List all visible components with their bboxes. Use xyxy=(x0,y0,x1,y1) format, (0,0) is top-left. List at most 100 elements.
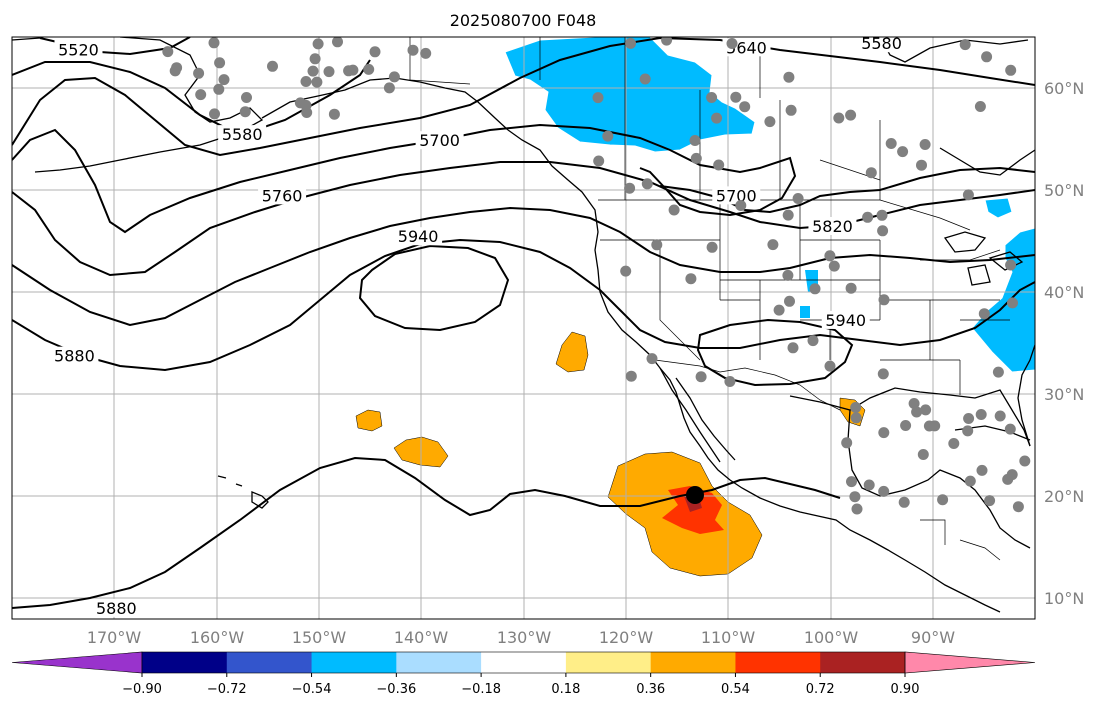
lon-label-170w: 170°W xyxy=(87,628,142,647)
colorbar-tick-label: −0.90 xyxy=(122,682,162,697)
station-dot xyxy=(171,62,183,74)
colorbar-tick-label: 0.18 xyxy=(551,682,580,697)
station-dot xyxy=(363,63,375,75)
station-dot xyxy=(735,200,747,211)
colorbar: −0.90 −0.72 −0.54 −0.36 −0.18 0.18 0.36 0.54 0.7… xyxy=(11,651,1036,697)
station-dot xyxy=(620,265,632,277)
station-dot xyxy=(846,476,857,488)
station-dot xyxy=(1019,455,1031,467)
colorbar-frame xyxy=(141,651,906,674)
station-dot xyxy=(706,92,718,103)
station-dot xyxy=(383,82,395,94)
station-dot xyxy=(974,101,986,112)
station-dot xyxy=(978,308,990,320)
east-coast xyxy=(1017,344,1035,447)
station-dot xyxy=(388,71,400,83)
storm-center-marker xyxy=(686,486,704,504)
station-dot xyxy=(641,178,653,190)
station-dot xyxy=(651,239,663,251)
station-dot xyxy=(782,209,794,221)
contour-5640-west xyxy=(12,37,1035,157)
lon-label-160w: 160°W xyxy=(190,628,245,647)
lon-label-110w: 110°W xyxy=(701,628,756,647)
station-dot xyxy=(369,46,381,58)
contour-5880-south xyxy=(12,456,841,609)
lat-label-20: 20°N xyxy=(1044,487,1084,506)
station-dot xyxy=(937,494,949,506)
contour-label-5940: 5940 xyxy=(825,311,866,330)
negative-anomaly-region-canada xyxy=(504,37,756,153)
station-dot xyxy=(162,46,174,58)
contour-label-bg xyxy=(712,186,761,205)
station-dot xyxy=(713,159,725,171)
station-dot xyxy=(706,241,718,253)
station-dot xyxy=(347,64,359,76)
station-dot xyxy=(300,76,312,87)
lat-label-30: 30°N xyxy=(1044,385,1084,404)
negative-anomaly-region-plains xyxy=(800,270,818,318)
station-dot xyxy=(845,109,857,121)
hawaii-islands xyxy=(217,475,269,509)
contour-label-5700: 5700 xyxy=(716,186,757,205)
station-dot xyxy=(311,76,323,88)
station-dot xyxy=(767,239,779,251)
contour-label-bg xyxy=(394,227,443,246)
contour-label-5820: 5820 xyxy=(812,217,853,236)
station-dot xyxy=(323,66,335,78)
contour-label-bg xyxy=(808,217,857,235)
contour-5880 xyxy=(12,238,1035,372)
map-frame xyxy=(11,36,1036,620)
negative-anomaly-region-great-lakes xyxy=(984,197,1013,219)
lon-label-90w: 90°W xyxy=(911,628,955,647)
contour-label-bg xyxy=(258,186,307,205)
colorbar-segment xyxy=(650,652,736,673)
station-dot xyxy=(863,479,875,491)
station-dot xyxy=(878,427,890,439)
station-dot xyxy=(984,495,996,507)
station-dot xyxy=(963,413,975,424)
station-dot xyxy=(845,282,857,294)
station-dot xyxy=(592,92,604,104)
station-dot xyxy=(785,104,797,116)
canada-provinces xyxy=(539,37,881,200)
station-dot xyxy=(661,37,673,46)
station-dot xyxy=(981,51,993,63)
colorbar-segment xyxy=(396,652,482,673)
colorbar-segment xyxy=(142,652,228,673)
lon-label-120w: 120°W xyxy=(599,628,654,647)
us-mexico-border xyxy=(654,359,841,411)
station-dot xyxy=(809,283,821,295)
station-dot xyxy=(917,449,929,460)
anomaly-shading xyxy=(355,37,1035,577)
lat-label-60: 60°N xyxy=(1044,79,1084,98)
station-dot xyxy=(695,371,707,383)
station-dot xyxy=(218,74,230,86)
station-dot xyxy=(689,135,701,146)
alaska-south-coast xyxy=(261,77,509,131)
station-dot xyxy=(878,485,890,497)
longitude-labels: 170°W 160°W 150°W 140°W 130°W 120°W 110°… xyxy=(87,628,955,647)
station-dot xyxy=(787,342,799,354)
station-dot xyxy=(975,409,987,420)
contour-5580-west xyxy=(12,59,371,137)
station-dot xyxy=(646,353,658,365)
station-dot xyxy=(1002,473,1014,485)
contour-label-5880: 5880 xyxy=(54,347,95,366)
station-dot xyxy=(1004,423,1016,435)
station-dot xyxy=(420,47,432,59)
station-dot xyxy=(916,159,927,171)
great-lakes xyxy=(943,231,1024,286)
station-dot xyxy=(639,73,651,85)
station-dot xyxy=(923,420,935,432)
colorbar-tick-label: −0.54 xyxy=(292,682,332,697)
lon-label-140w: 140°W xyxy=(394,628,449,647)
station-dot xyxy=(876,209,888,221)
colorbar-tick-label: 0.72 xyxy=(806,682,835,697)
station-dot xyxy=(307,65,319,77)
station-dot xyxy=(690,152,702,164)
station-dot xyxy=(994,410,1006,422)
station-dot xyxy=(828,260,840,272)
station-dot xyxy=(1005,64,1017,76)
station-dot xyxy=(841,437,853,449)
